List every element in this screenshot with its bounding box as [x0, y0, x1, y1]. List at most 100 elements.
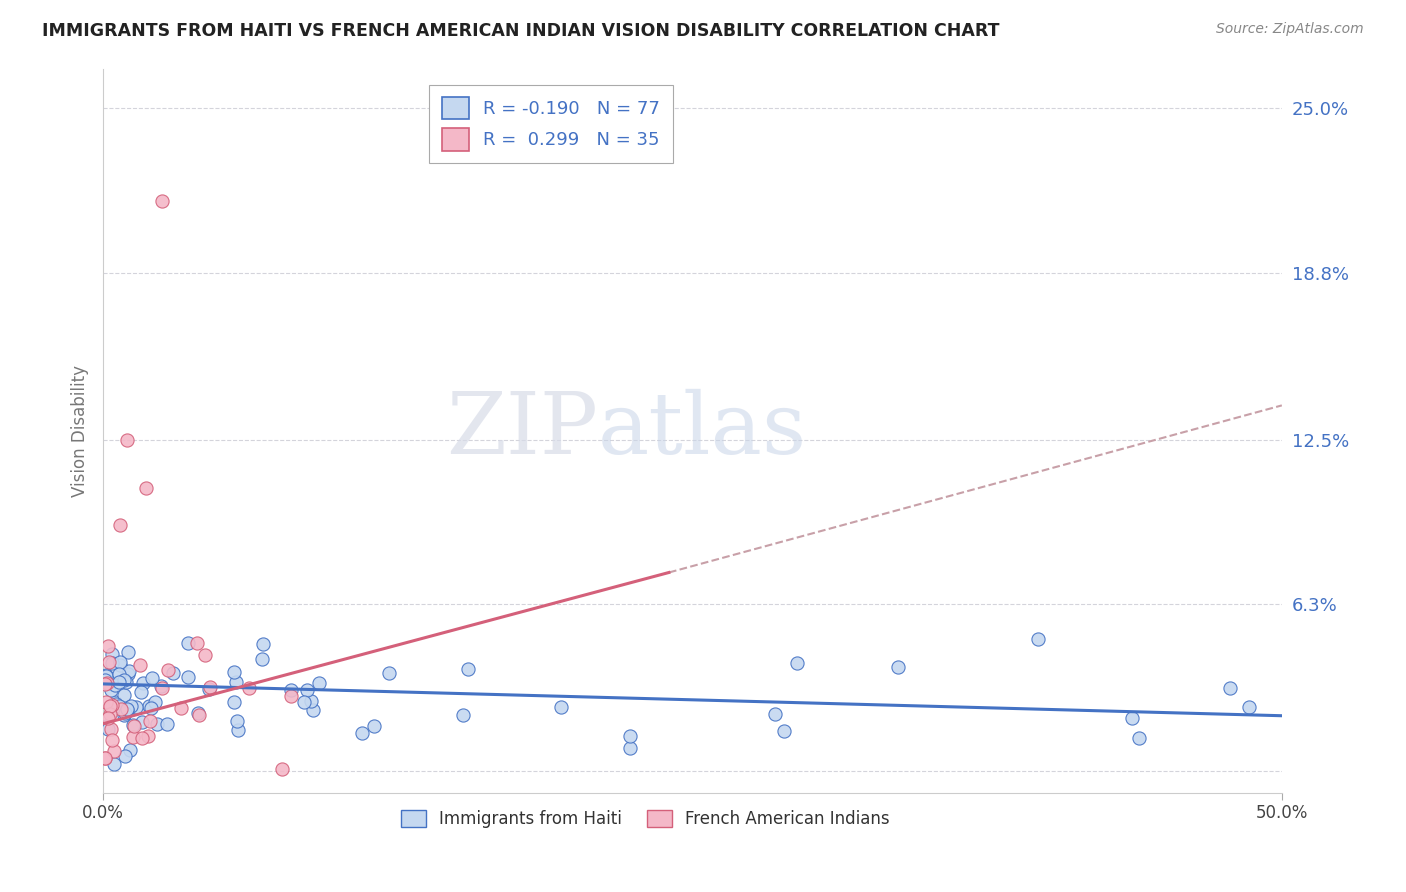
Point — [100, 647, 122, 661]
Point — [114, 673, 136, 687]
Point — [198, 681, 221, 696]
Point — [96, 675, 118, 690]
Point — [292, 694, 315, 708]
Point — [765, 706, 787, 721]
Point — [162, 666, 184, 681]
Point — [129, 658, 152, 673]
Point — [115, 703, 138, 717]
Point — [1128, 731, 1150, 745]
Point — [1121, 711, 1143, 725]
Point — [100, 722, 122, 736]
Point — [550, 700, 572, 714]
Point — [186, 636, 208, 650]
Point — [94, 668, 117, 682]
Point — [112, 708, 135, 723]
Point — [297, 682, 319, 697]
Point — [120, 698, 142, 713]
Point — [139, 701, 162, 715]
Point — [117, 645, 139, 659]
Point — [100, 683, 122, 698]
Point — [1028, 632, 1050, 646]
Point — [115, 433, 138, 447]
Point — [138, 699, 160, 714]
Point — [115, 701, 138, 715]
Point — [100, 733, 122, 747]
Point — [112, 689, 135, 703]
Point — [773, 724, 796, 739]
Point — [115, 675, 138, 690]
Point — [226, 723, 249, 737]
Point — [1219, 681, 1241, 696]
Legend: Immigrants from Haiti, French American Indians: Immigrants from Haiti, French American I… — [394, 804, 897, 835]
Point — [222, 694, 245, 708]
Text: Source: ZipAtlas.com: Source: ZipAtlas.com — [1216, 22, 1364, 37]
Point — [177, 636, 200, 650]
Point — [108, 657, 131, 672]
Point — [103, 744, 125, 758]
Point — [280, 682, 302, 697]
Point — [156, 717, 179, 731]
Point — [143, 695, 166, 709]
Point — [124, 700, 146, 714]
Point — [238, 681, 260, 695]
Point — [149, 679, 172, 693]
Point — [187, 708, 209, 723]
Point — [117, 667, 139, 681]
Point — [94, 751, 117, 765]
Point — [225, 674, 247, 689]
Point — [108, 655, 131, 669]
Point — [97, 722, 120, 736]
Point — [177, 670, 200, 684]
Point — [97, 711, 120, 725]
Point — [97, 639, 120, 653]
Point — [363, 718, 385, 732]
Point — [224, 665, 246, 679]
Point — [110, 702, 132, 716]
Point — [108, 666, 131, 681]
Point — [136, 729, 159, 743]
Point — [150, 681, 173, 696]
Point — [122, 717, 145, 731]
Point — [141, 671, 163, 685]
Point — [139, 714, 162, 728]
Point — [98, 699, 121, 714]
Point — [105, 698, 128, 712]
Point — [451, 708, 474, 723]
Point — [114, 706, 136, 720]
Point — [120, 743, 142, 757]
Point — [619, 741, 641, 756]
Point — [187, 706, 209, 721]
Text: atlas: atlas — [598, 389, 807, 472]
Point — [194, 648, 217, 662]
Point — [101, 656, 124, 670]
Point — [226, 714, 249, 728]
Point — [114, 748, 136, 763]
Point — [619, 729, 641, 743]
Point — [104, 695, 127, 709]
Text: IMMIGRANTS FROM HAITI VS FRENCH AMERICAN INDIAN VISION DISABILITY CORRELATION CH: IMMIGRANTS FROM HAITI VS FRENCH AMERICAN… — [42, 22, 1000, 40]
Point — [132, 676, 155, 690]
Point — [94, 751, 117, 765]
Point — [122, 730, 145, 744]
Point — [457, 662, 479, 676]
Point — [198, 680, 221, 694]
Point — [271, 762, 294, 776]
Point — [94, 673, 117, 687]
Point — [135, 481, 157, 495]
Point — [170, 701, 193, 715]
Point — [299, 694, 322, 708]
Point — [252, 637, 274, 651]
Point — [378, 666, 401, 681]
Point — [145, 716, 167, 731]
Point — [150, 194, 173, 208]
Point — [156, 663, 179, 677]
Point — [302, 703, 325, 717]
Point — [94, 669, 117, 683]
Point — [122, 719, 145, 733]
Point — [108, 517, 131, 532]
Point — [308, 676, 330, 690]
Point — [107, 675, 129, 690]
Point — [103, 678, 125, 692]
Point — [97, 655, 120, 669]
Point — [118, 665, 141, 679]
